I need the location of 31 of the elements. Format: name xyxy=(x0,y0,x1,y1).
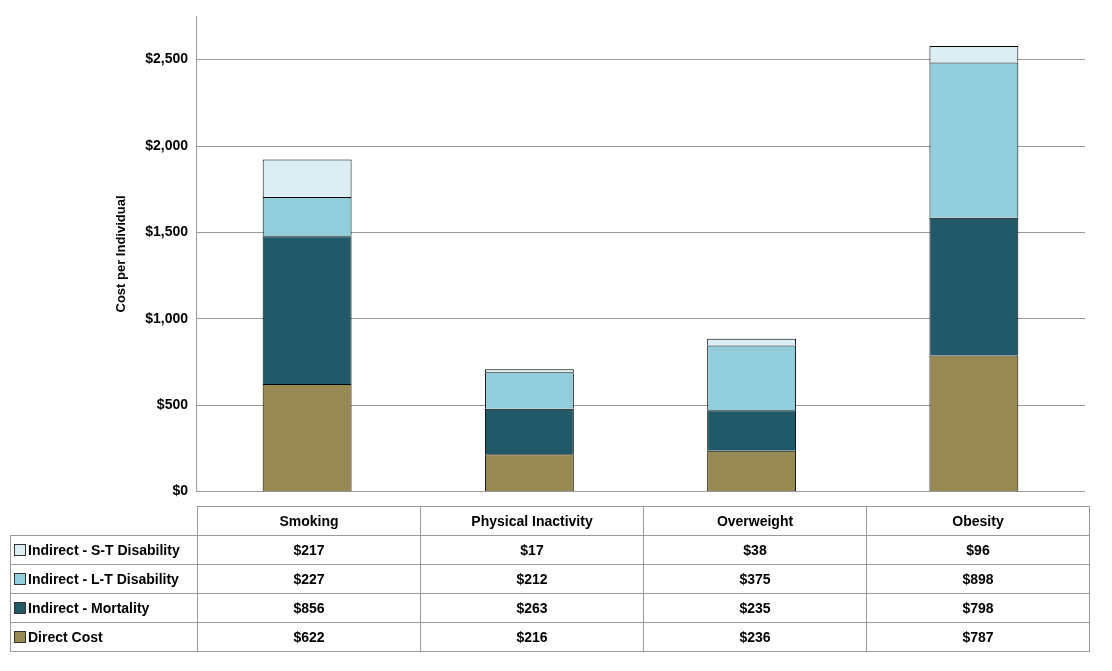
y-tick-label: $1,500 xyxy=(145,223,189,240)
data-label: $38 xyxy=(643,535,867,565)
data-label: $217 xyxy=(197,535,421,565)
y-tick-label: $500 xyxy=(156,396,189,413)
legend-label: Indirect - Mortality xyxy=(10,593,198,623)
x-tick-label: Smoking xyxy=(197,506,421,536)
x-tick-label: Overweight xyxy=(643,506,867,536)
data-label: $263 xyxy=(420,593,644,623)
legend-label: Indirect - L-T Disability xyxy=(10,564,198,594)
y-tick-label: $1,000 xyxy=(145,309,189,326)
data-label: $898 xyxy=(866,564,1090,594)
x-tick-label: Obesity xyxy=(866,506,1090,536)
data-label: $622 xyxy=(197,622,421,652)
y-tick-label: $0 xyxy=(172,482,189,499)
y-tick-label: $2,500 xyxy=(145,50,189,67)
data-label: $856 xyxy=(197,593,421,623)
data-label: $227 xyxy=(197,564,421,594)
x-tick-label: Physical Inactivity xyxy=(420,506,644,536)
y-tick-label: $2,000 xyxy=(145,136,189,153)
y-axis-title: Cost per Individual xyxy=(113,195,129,313)
data-label: $17 xyxy=(420,535,644,565)
data-label: $216 xyxy=(420,622,644,652)
legend-label: Direct Cost xyxy=(10,622,198,652)
data-label: $798 xyxy=(866,593,1090,623)
data-label: $236 xyxy=(643,622,867,652)
data-label: $96 xyxy=(866,535,1090,565)
legend-label: Indirect - S-T Disability xyxy=(10,535,198,565)
data-label: $375 xyxy=(643,564,867,594)
data-label: $212 xyxy=(420,564,644,594)
data-label: $235 xyxy=(643,593,867,623)
data-label: $787 xyxy=(866,622,1090,652)
